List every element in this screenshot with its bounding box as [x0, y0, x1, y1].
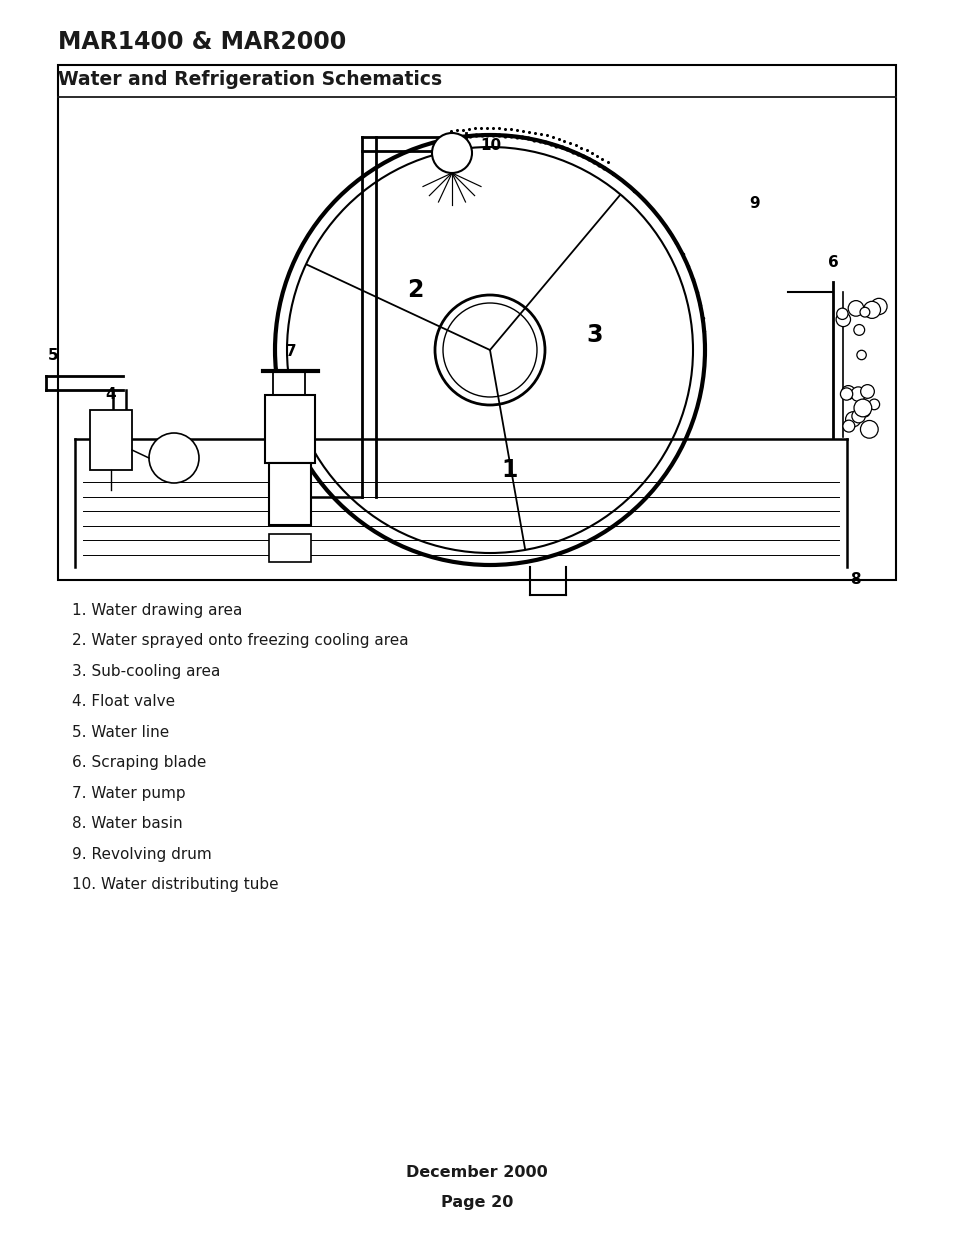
Circle shape [860, 384, 874, 399]
Bar [269, 534, 311, 562]
Circle shape [859, 406, 869, 417]
Circle shape [860, 420, 878, 438]
Bar [273, 370, 305, 395]
Text: 8. Water basin: 8. Water basin [71, 816, 182, 831]
Text: 3. Sub-cooling area: 3. Sub-cooling area [71, 664, 220, 679]
Bar [58, 65, 895, 580]
Bar [265, 395, 314, 463]
Text: 3: 3 [586, 324, 602, 347]
Circle shape [841, 385, 854, 399]
Circle shape [274, 135, 704, 564]
Text: 2. Water sprayed onto freezing cooling area: 2. Water sprayed onto freezing cooling a… [71, 634, 408, 648]
Circle shape [868, 399, 879, 410]
Circle shape [853, 325, 863, 336]
Circle shape [847, 300, 862, 316]
Text: 4: 4 [106, 387, 116, 403]
Circle shape [856, 351, 865, 359]
Text: 10: 10 [479, 137, 500, 152]
Circle shape [850, 387, 864, 401]
Text: December 2000: December 2000 [406, 1165, 547, 1179]
Bar [90, 410, 132, 471]
Text: 5: 5 [48, 348, 58, 363]
Text: 1. Water drawing area: 1. Water drawing area [71, 603, 242, 618]
Circle shape [860, 405, 869, 415]
Circle shape [287, 147, 692, 553]
Circle shape [844, 411, 860, 427]
Circle shape [870, 299, 886, 315]
Circle shape [435, 295, 544, 405]
Circle shape [859, 308, 869, 317]
Text: 10. Water distributing tube: 10. Water distributing tube [71, 878, 278, 893]
Text: 1: 1 [501, 458, 517, 482]
Bar [269, 463, 311, 525]
Text: 9: 9 [749, 195, 760, 210]
Text: 9. Revolving drum: 9. Revolving drum [71, 847, 212, 862]
Circle shape [149, 433, 199, 483]
Circle shape [842, 420, 854, 432]
Text: 2: 2 [406, 278, 423, 303]
Circle shape [853, 399, 871, 417]
Text: 7: 7 [285, 345, 296, 359]
Text: 5. Water line: 5. Water line [71, 725, 169, 740]
Text: Water and Refrigeration Schematics: Water and Refrigeration Schematics [58, 70, 441, 89]
Text: 7. Water pump: 7. Water pump [71, 785, 186, 802]
Text: 8: 8 [849, 572, 860, 587]
Circle shape [432, 133, 472, 173]
Text: 6. Scraping blade: 6. Scraping blade [71, 756, 206, 771]
Circle shape [442, 303, 537, 396]
Circle shape [835, 312, 850, 326]
Text: Page 20: Page 20 [440, 1195, 513, 1210]
Text: 6: 6 [827, 254, 838, 270]
Text: MAR1400 & MAR2000: MAR1400 & MAR2000 [58, 30, 346, 54]
Circle shape [840, 388, 852, 400]
Circle shape [836, 308, 847, 320]
Circle shape [862, 301, 880, 319]
Circle shape [851, 410, 864, 422]
Text: 4. Float valve: 4. Float valve [71, 694, 175, 709]
